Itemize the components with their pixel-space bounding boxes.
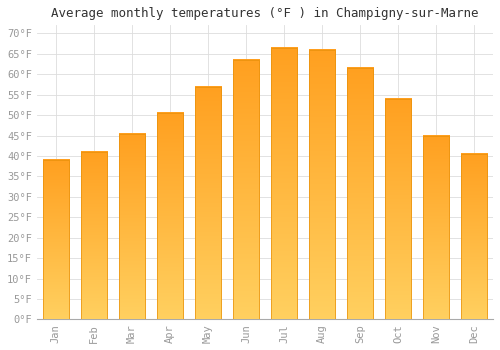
Bar bbox=[118, 134, 145, 320]
Bar bbox=[422, 135, 450, 320]
Bar bbox=[42, 160, 69, 320]
Title: Average monthly temperatures (°F ) in Champigny-sur-Marne: Average monthly temperatures (°F ) in Ch… bbox=[51, 7, 478, 20]
Bar bbox=[346, 68, 374, 320]
Bar bbox=[460, 154, 487, 320]
Bar bbox=[156, 113, 183, 320]
Bar bbox=[270, 48, 297, 320]
Bar bbox=[308, 50, 336, 320]
Bar bbox=[194, 86, 221, 320]
Bar bbox=[232, 60, 259, 320]
Bar bbox=[384, 99, 411, 320]
Bar bbox=[80, 152, 107, 320]
